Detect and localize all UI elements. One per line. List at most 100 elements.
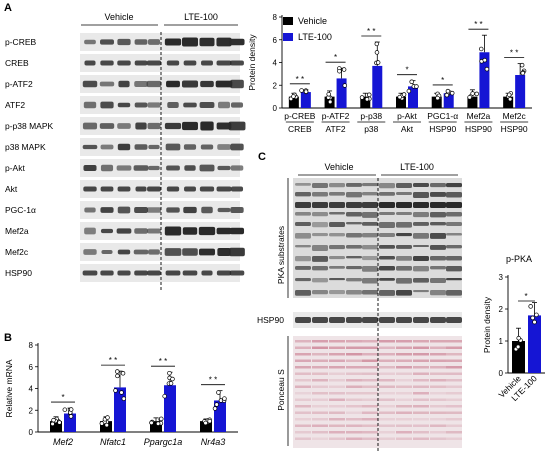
pka-band (430, 212, 446, 218)
ponceau-band (312, 359, 328, 362)
data-point (50, 421, 55, 427)
blot-label-5: p38 MAPK (5, 142, 46, 152)
data-point (342, 83, 348, 88)
y-tick-label: 6 (273, 36, 278, 45)
blot-band (117, 102, 131, 108)
significance-mark: * * (159, 357, 167, 366)
pka-band (295, 233, 311, 239)
data-point (515, 344, 521, 350)
lte-group-label-c: LTE-100 (400, 162, 434, 172)
blot-band (117, 206, 131, 214)
hsp90-band-c (346, 317, 362, 323)
legend-a: Vehicle LTE-100 (283, 16, 332, 42)
pka-band (413, 202, 429, 208)
ponceau-band (413, 411, 429, 414)
ponceau-band (396, 405, 412, 408)
lte-bar-0 (300, 92, 311, 108)
blot-band (164, 38, 182, 46)
pka-band (413, 290, 429, 293)
blot-band (134, 39, 148, 45)
ponceau-band (446, 340, 462, 343)
ponceau-band (329, 385, 345, 388)
ponceau-band (329, 353, 345, 356)
data-point (222, 396, 227, 401)
ponceau-band (396, 424, 412, 427)
blot-band (134, 81, 148, 87)
pka-band (346, 290, 362, 295)
pka-substrates-label: PKA substrates (276, 226, 286, 284)
x-denominator-a-4: HSP90 (429, 124, 456, 134)
ponceau-band (446, 405, 462, 408)
ponceau-band (346, 418, 362, 421)
ponceau-band (312, 398, 328, 401)
y-tick-label: 6 (29, 363, 34, 372)
significance-mark: * (334, 53, 337, 62)
data-point (520, 70, 526, 76)
data-point (374, 50, 380, 55)
blot-band (230, 206, 244, 214)
legend-label-lte: LTE-100 (298, 32, 332, 42)
blot-row-8 (80, 201, 244, 219)
blot-label-10: Mef2c (5, 247, 29, 257)
pka-band (379, 256, 395, 260)
pka-band (329, 192, 345, 196)
ponceau-band (379, 366, 395, 369)
data-point (203, 420, 208, 426)
blot-band (148, 165, 160, 171)
blot-band (147, 102, 161, 108)
pka-band (312, 183, 328, 188)
data-point (445, 88, 451, 94)
y-tick-label: 3 (499, 273, 504, 282)
pka-band (413, 183, 429, 188)
legend-swatch-vehicle (283, 17, 293, 25)
ponceau-band (312, 392, 328, 395)
ponceau-band (430, 424, 446, 427)
blot-band (165, 270, 181, 276)
x-label-b-0: Mef2 (53, 437, 73, 447)
data-point (212, 406, 218, 411)
vehicle-bar-4 (431, 96, 442, 108)
pka-band (312, 245, 328, 251)
ponceau-band (396, 340, 412, 343)
ponceau-band (362, 424, 378, 427)
ponceau-band (312, 437, 328, 440)
blot-band (100, 60, 114, 66)
ponceau-band (446, 392, 462, 395)
ponceau-band (346, 372, 362, 375)
blot-band (148, 249, 160, 255)
ponceau-band (346, 431, 362, 434)
pka-band (446, 202, 462, 208)
blot-band (182, 248, 198, 256)
data-point (207, 418, 212, 424)
data-point (449, 90, 455, 96)
ponceau-band (413, 346, 429, 349)
data-point (299, 88, 304, 93)
data-point (303, 89, 309, 94)
blot-row-9 (80, 222, 245, 240)
vehicle-bar-3 (396, 96, 406, 108)
data-point (216, 390, 221, 395)
pka-band (430, 256, 446, 261)
pka-band (396, 192, 412, 195)
data-point (62, 407, 68, 412)
pka-band (346, 202, 362, 208)
ponceau-band (413, 398, 429, 401)
blot-row-5 (80, 138, 244, 156)
blot-row-11 (80, 264, 245, 282)
blot-band (184, 186, 196, 192)
blot-band (217, 248, 231, 256)
vehicle-bar-2 (150, 421, 162, 432)
pka-band (312, 290, 328, 295)
blot-band (216, 227, 232, 235)
ponceau-band (430, 411, 446, 414)
blot-band (166, 186, 180, 192)
ponceau-band (295, 431, 311, 434)
significance-mark: * * (109, 356, 117, 365)
blot-background (80, 138, 240, 156)
ponceau-band (312, 431, 328, 434)
lte-group-label-a: LTE-100 (184, 12, 218, 22)
blot-band (182, 121, 198, 131)
blot-band (198, 248, 216, 256)
blot-band (83, 165, 97, 171)
